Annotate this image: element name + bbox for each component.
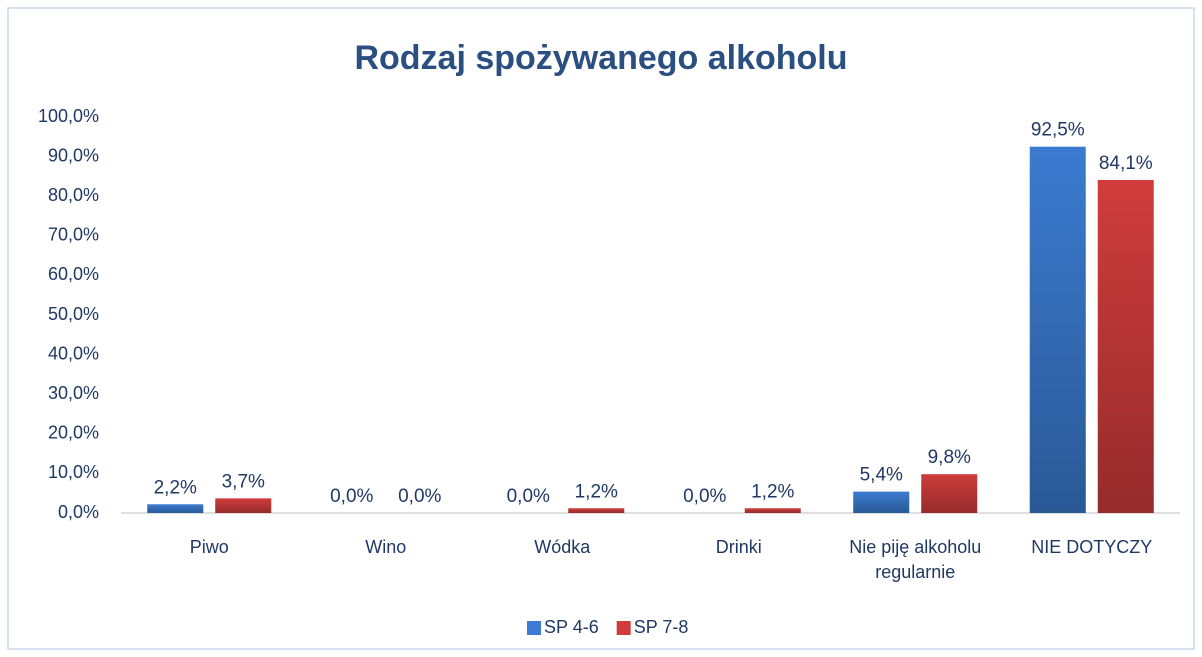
value-label: 2,2%	[154, 477, 197, 498]
value-label: 3,7%	[222, 471, 265, 492]
bar	[215, 498, 272, 513]
y-tick-label: 80,0%	[48, 185, 99, 205]
y-tick-label: 20,0%	[48, 423, 99, 443]
y-tick-label: 70,0%	[48, 225, 99, 245]
bar	[568, 508, 625, 513]
legend-swatch	[616, 621, 631, 635]
value-label: 1,2%	[575, 481, 618, 502]
legend-label: SP 7-8	[634, 617, 689, 637]
y-tick-label: 100,0%	[38, 106, 99, 126]
y-tick-label: 0,0%	[58, 502, 99, 522]
legend-label: SP 4-6	[544, 617, 599, 637]
x-tick-label: NIE DOTYCZY	[1031, 537, 1153, 557]
y-tick-label: 60,0%	[48, 264, 99, 284]
value-label: 9,8%	[928, 447, 971, 468]
value-label: 0,0%	[507, 486, 550, 507]
bar	[921, 474, 978, 513]
value-label: 92,5%	[1031, 120, 1085, 141]
y-tick-label: 10,0%	[48, 462, 99, 482]
x-tick-label: Wino	[365, 537, 407, 557]
value-label: 0,0%	[683, 486, 726, 507]
x-tick-label: Piwo	[189, 537, 229, 557]
chart-title: Rodzaj spożywanego alkoholu	[354, 39, 847, 77]
value-label: 0,0%	[398, 486, 441, 507]
x-tick-label: Wódka	[534, 537, 591, 557]
value-label: 1,2%	[751, 481, 794, 502]
value-label: 0,0%	[330, 486, 373, 507]
value-label: 5,4%	[860, 465, 903, 486]
value-label: 84,1%	[1099, 153, 1153, 174]
x-tick-label: Nie piję alkoholu regularnie	[849, 537, 982, 582]
y-tick-label: 30,0%	[48, 383, 99, 403]
chart-border	[7, 7, 1195, 650]
bar	[147, 504, 204, 513]
bar	[744, 508, 801, 513]
bar	[853, 491, 910, 513]
bar	[1097, 179, 1154, 514]
x-tick-label: Drinki	[715, 537, 762, 557]
y-tick-label: 40,0%	[48, 343, 99, 363]
legend-swatch	[527, 621, 541, 635]
bar	[1029, 146, 1086, 513]
y-tick-label: 90,0%	[48, 145, 99, 165]
y-tick-label: 50,0%	[48, 304, 99, 324]
